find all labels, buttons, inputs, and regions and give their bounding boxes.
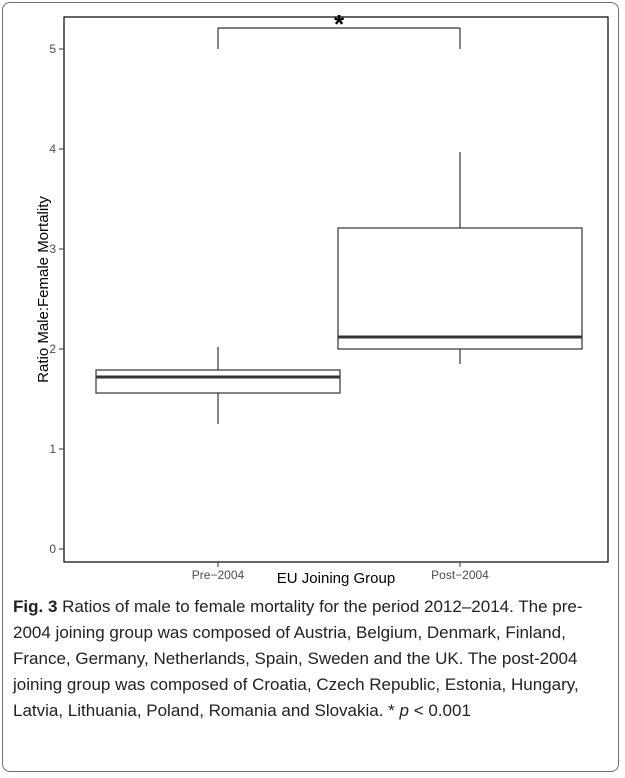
box-iqr <box>95 369 341 394</box>
x-tick-label: Pre−2004 <box>192 568 245 582</box>
figure-label: Fig. 3 <box>13 597 58 616</box>
caption-text: Ratios of male to female mortality for t… <box>13 597 583 720</box>
y-tick-label: 4 <box>49 142 56 156</box>
y-tick-label: 3 <box>49 242 56 256</box>
x-axis-label: EU Joining Group <box>277 570 395 587</box>
figure-caption: Fig. 3 Ratios of male to female mortalit… <box>13 594 609 724</box>
y-tick-label: 5 <box>49 42 56 56</box>
boxplot-chart: 0 1 2 3 4 5 Pre−2004 Post−2004 * EU Joining Group… <box>35 9 609 587</box>
y-tick-label: 0 <box>49 542 56 556</box>
x-tick-label: Post−2004 <box>431 568 489 582</box>
caption-p-value: < 0.001 <box>409 701 471 720</box>
p-value-symbol: p <box>399 701 409 720</box>
significance-star: * <box>334 9 345 39</box>
plot-panel-border <box>63 16 609 563</box>
box-iqr <box>337 227 583 350</box>
y-axis-label: Ratio Male:Female Mortality <box>35 196 52 383</box>
y-tick-label: 1 <box>49 442 56 456</box>
y-tick-label: 2 <box>49 342 56 356</box>
